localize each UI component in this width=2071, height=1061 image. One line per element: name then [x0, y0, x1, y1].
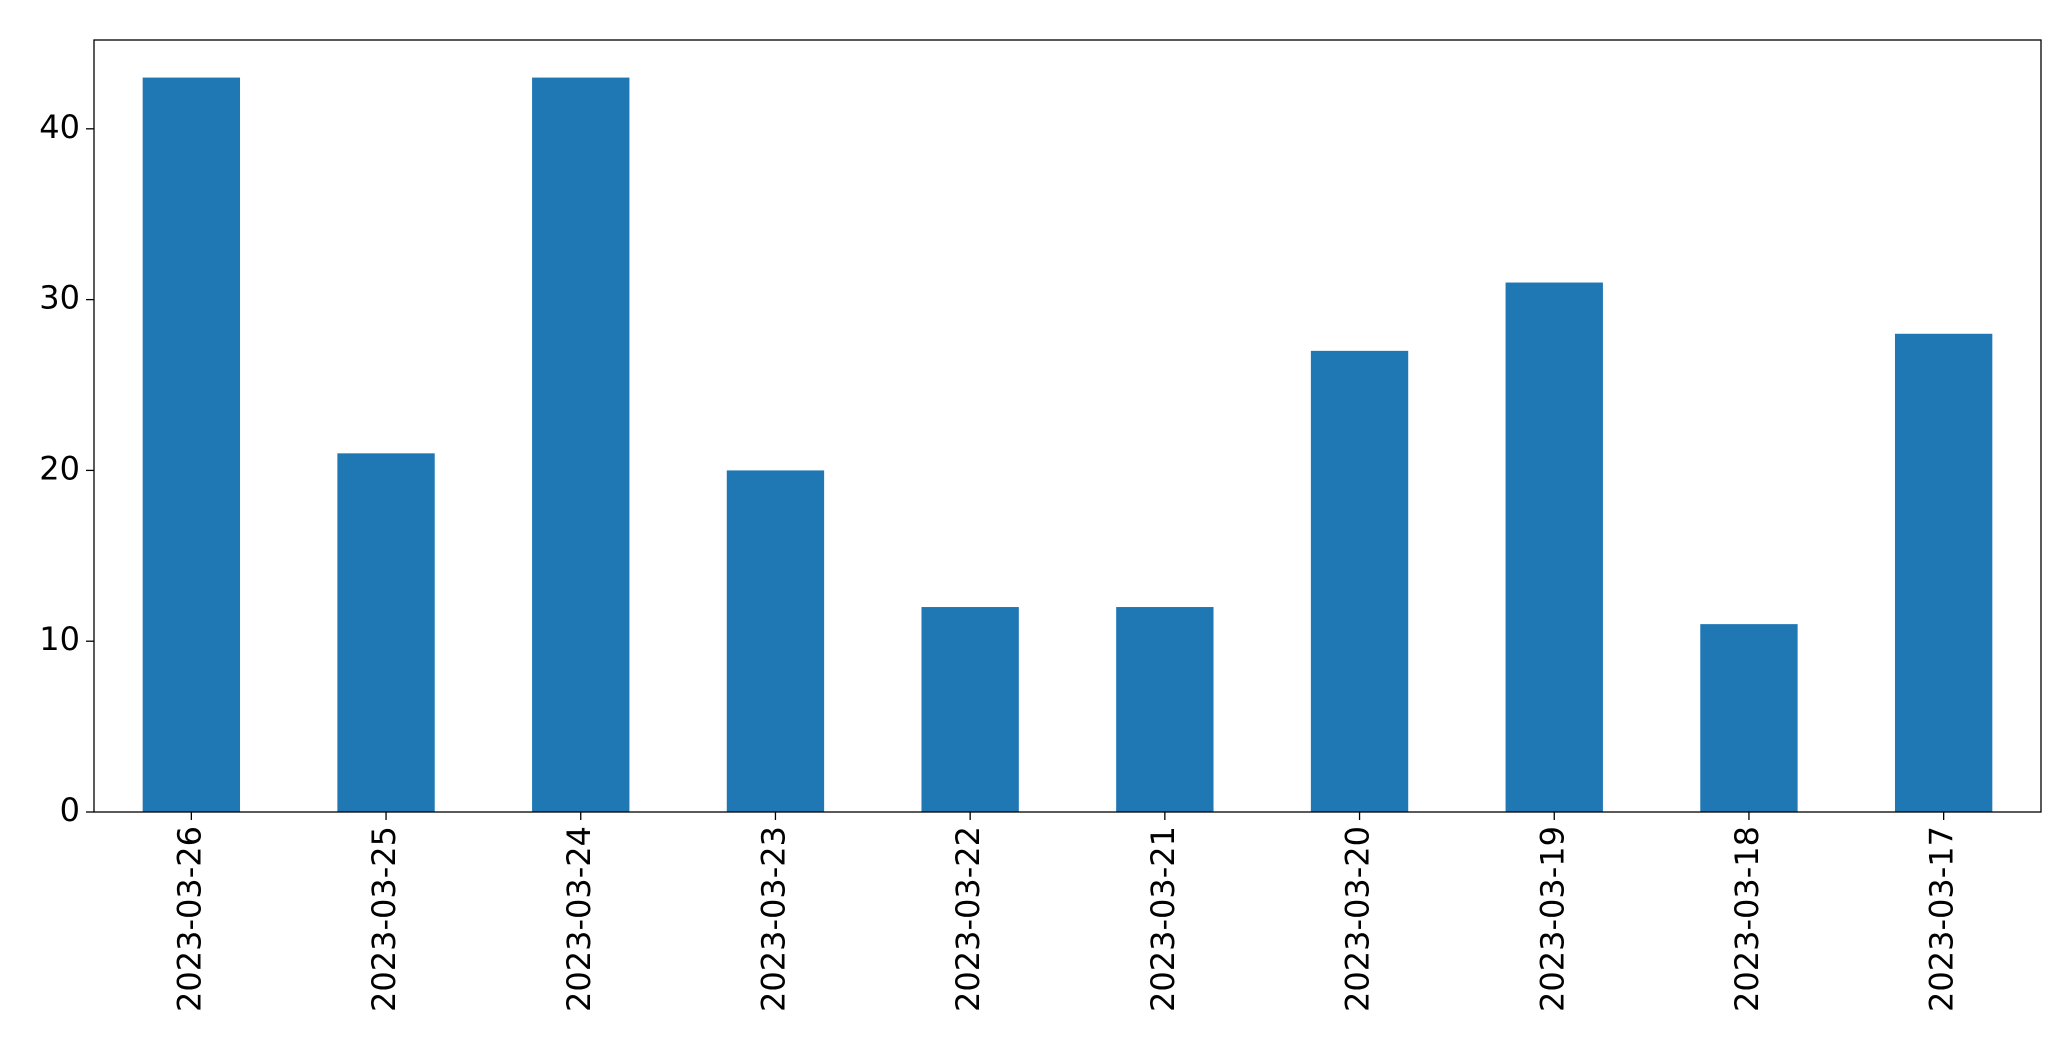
x-tick-label: 2023-03-19: [1533, 826, 1571, 1012]
x-tick-label: 2023-03-20: [1339, 826, 1377, 1012]
y-tick-label: 30: [39, 279, 80, 317]
bar: [921, 607, 1019, 812]
bar: [142, 77, 241, 813]
x-tick-label: 2023-03-26: [170, 826, 208, 1012]
x-tick-label: 2023-03-24: [560, 826, 598, 1012]
plot-frame: [93, 39, 2042, 813]
bar: [1894, 333, 1993, 812]
x-tick-label: 2023-03-21: [1144, 826, 1182, 1012]
y-tick-label: 0: [60, 791, 80, 829]
x-tick-label: 2023-03-17: [1923, 826, 1961, 1012]
bar: [1116, 607, 1214, 812]
bar: [1310, 350, 1409, 812]
bar: [1700, 624, 1798, 812]
y-tick-label: 10: [39, 620, 80, 658]
x-tick-label: 2023-03-23: [754, 826, 792, 1012]
bar: [1505, 282, 1603, 812]
x-tick-label: 2023-03-22: [949, 826, 987, 1012]
x-tick-label: 2023-03-18: [1728, 826, 1766, 1012]
bar: [532, 77, 630, 813]
y-tick-label: 20: [39, 449, 80, 487]
y-tick-label: 40: [39, 108, 80, 146]
x-tick-label: 2023-03-25: [365, 826, 403, 1012]
bar: [726, 470, 825, 812]
bar: [337, 453, 435, 812]
